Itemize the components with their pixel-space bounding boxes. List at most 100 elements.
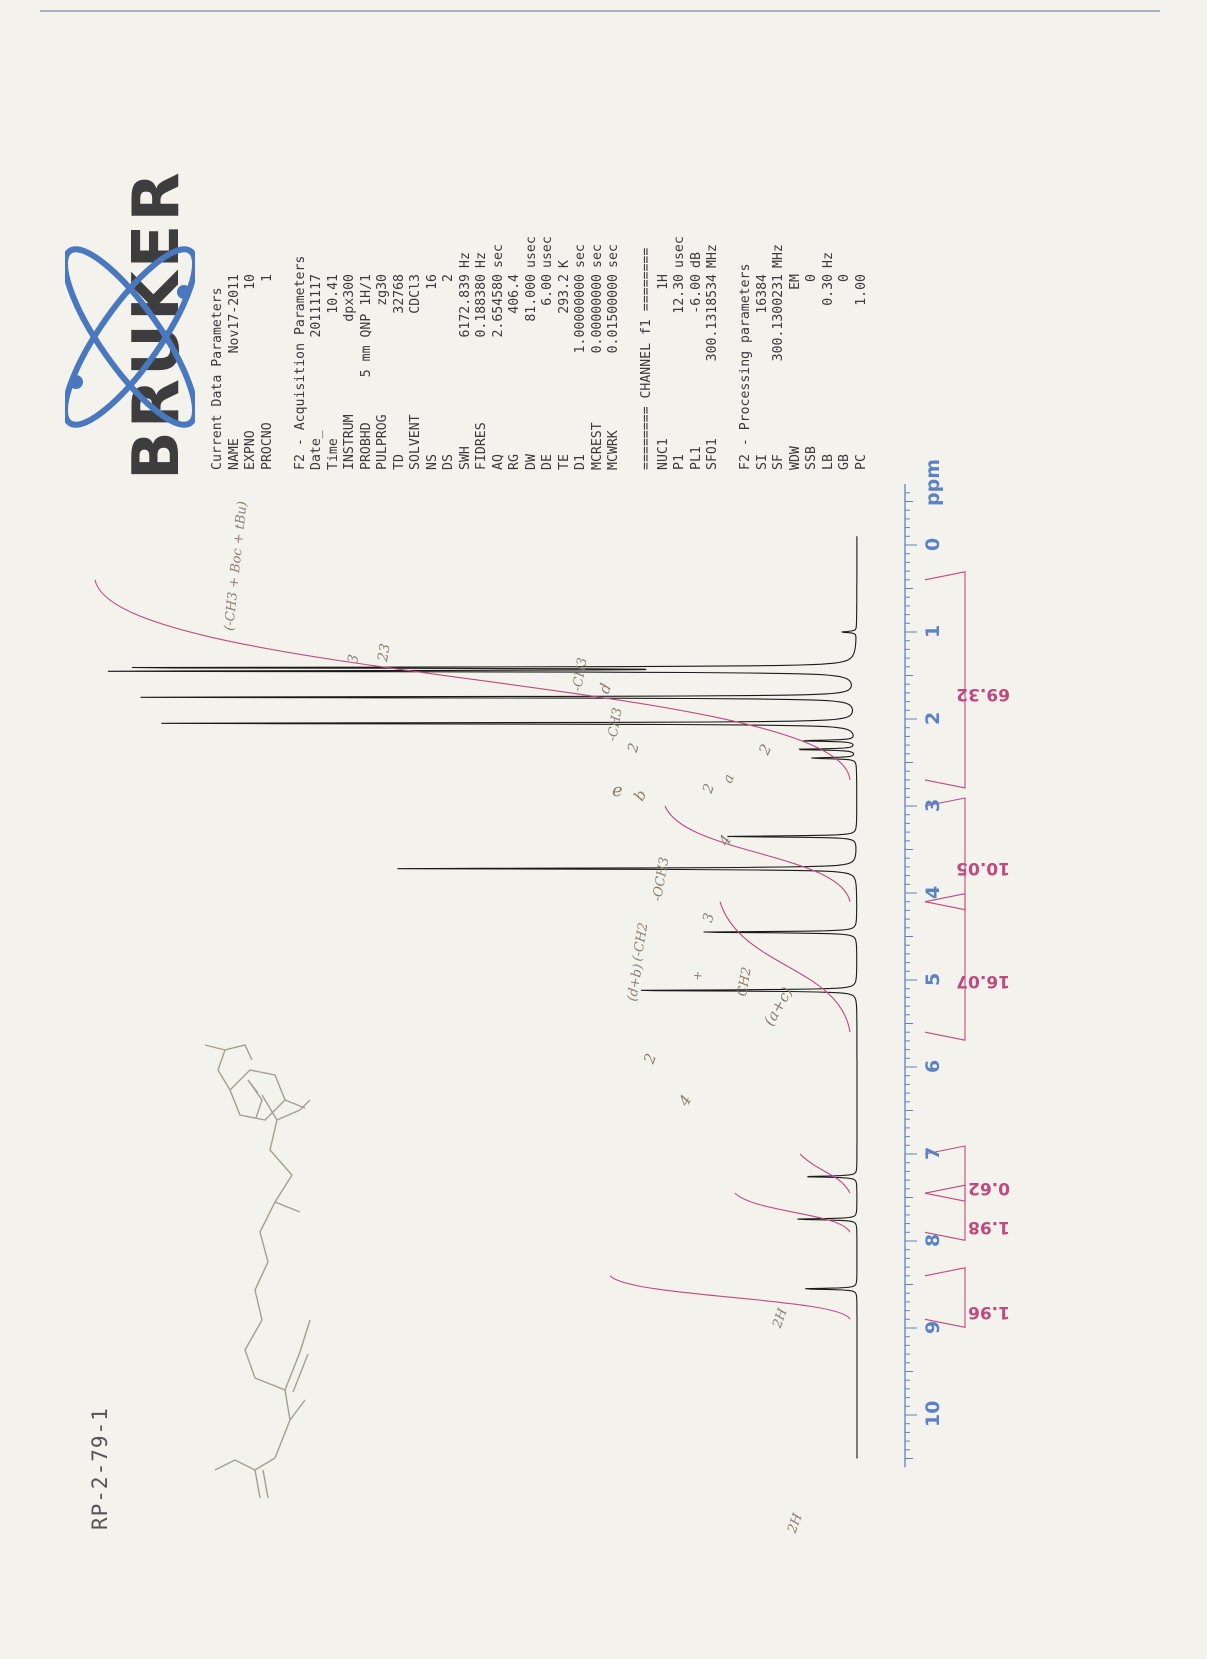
param-row: PULPROG zg30 xyxy=(375,224,392,470)
param-key: SI xyxy=(754,454,770,470)
param-value: zg30 xyxy=(375,274,390,306)
integral-bracket xyxy=(924,571,966,789)
handwritten-note: e xyxy=(612,780,623,801)
param-row: TD 32768 xyxy=(392,224,409,470)
integral-bracket xyxy=(924,1267,966,1328)
param-key: PROCNO xyxy=(259,422,275,470)
param-value: CDCl3 xyxy=(408,274,423,314)
param-value: 1H xyxy=(655,274,671,290)
ppm-tick-label: 10 xyxy=(922,1400,944,1427)
ppm-axis-title: ppm xyxy=(922,459,944,507)
param-unit xyxy=(260,224,277,274)
param-unit xyxy=(375,224,392,274)
integral-curve xyxy=(734,1192,851,1233)
handwritten-note: 23 xyxy=(375,642,394,663)
param-key: EXPNO xyxy=(243,430,258,470)
param-key: P1 xyxy=(672,454,687,470)
acquisition-params-title: F2 - Acquisition Parameters xyxy=(292,255,308,470)
param-row: FIDRES 0.188380 Hz xyxy=(474,224,491,470)
param-unit xyxy=(788,224,805,274)
param-row: AQ 2.654580 sec xyxy=(491,224,508,470)
param-key: SSB xyxy=(804,446,819,470)
param-key: NUC1 xyxy=(655,438,671,470)
param-unit xyxy=(656,224,673,274)
param-row: DS 2 xyxy=(441,224,458,470)
param-value: 0 xyxy=(837,274,852,282)
param-value: EM xyxy=(787,274,803,290)
param-row: PROCNO 1 xyxy=(260,224,277,470)
param-unit: MHz xyxy=(771,244,786,268)
param-row: DW 81.000 usec xyxy=(524,224,541,470)
param-row: SOLVENT CDCl3 xyxy=(408,224,425,470)
param-value: 6172.839 xyxy=(457,274,473,338)
param-key: PL1 xyxy=(688,446,704,470)
integral-value: 1.96 xyxy=(968,1301,1010,1322)
param-row: EXPNO 10 xyxy=(243,224,260,470)
param-key: SOLVENT xyxy=(408,414,423,470)
param-unit xyxy=(441,224,458,274)
param-unit: sec xyxy=(606,244,621,268)
param-key: Date_ xyxy=(309,430,324,470)
param-row: NS 16 xyxy=(425,224,442,470)
param-row: SSB 0 xyxy=(804,224,821,470)
param-value: 1 xyxy=(259,274,275,282)
param-key: DS xyxy=(441,454,456,470)
ppm-tick-label: 4 xyxy=(922,885,944,899)
param-value: 0.30 xyxy=(820,274,836,306)
param-value: 32768 xyxy=(391,274,407,314)
param-key: PROBHD xyxy=(358,422,374,470)
param-unit: Hz xyxy=(457,252,473,268)
param-row: INSTRUM dpx300 xyxy=(342,224,359,470)
param-row: SI 16384 xyxy=(755,224,772,470)
integral-curve xyxy=(94,579,851,780)
integral-value: 0.62 xyxy=(968,1177,1010,1198)
channel-params-title: ======== CHANNEL f1 ======== xyxy=(639,247,654,470)
param-key: PULPROG xyxy=(375,414,390,470)
integral-bracket xyxy=(924,1184,966,1241)
param-value: 2.654580 xyxy=(490,274,506,338)
param-value: 10 xyxy=(243,274,258,290)
param-unit xyxy=(755,224,772,274)
param-row: SF 300.1300231 MHz xyxy=(771,224,788,470)
param-unit: sec xyxy=(573,244,588,268)
sample-id-label: RP-2-79-1 xyxy=(88,1407,112,1530)
integral-curve xyxy=(609,1275,851,1320)
param-unit xyxy=(425,224,442,274)
top-rule xyxy=(40,10,1160,12)
param-value: 1.00000000 xyxy=(573,274,588,354)
param-row: NAME Nov17-2011 xyxy=(227,224,244,470)
param-unit: Hz xyxy=(474,252,489,268)
param-key: TD xyxy=(391,454,407,470)
param-key: D1 xyxy=(573,454,588,470)
param-unit xyxy=(309,224,326,274)
param-value: 0.00000000 xyxy=(589,274,605,354)
param-key: GB xyxy=(837,454,852,470)
param-row: GB 0 xyxy=(837,224,854,470)
param-value: 5 mm QNP 1H/1 xyxy=(358,274,374,378)
param-value: 12.30 xyxy=(672,274,687,314)
param-value: 10.41 xyxy=(325,274,341,314)
param-key: INSTRUM xyxy=(342,414,357,470)
chemical-structure-sketch xyxy=(204,1044,311,1499)
param-key: NAME xyxy=(226,438,242,470)
param-row: P1 12.30 usec xyxy=(672,224,689,470)
ppm-tick-label: 3 xyxy=(922,798,944,812)
param-unit xyxy=(227,224,244,274)
param-row: DE 6.00 usec xyxy=(540,224,557,470)
param-value: 293.2 xyxy=(556,274,572,314)
integral-bracket xyxy=(924,1145,966,1202)
param-value: -6.00 xyxy=(688,274,704,314)
param-unit xyxy=(837,224,854,274)
param-row: NUC1 1H xyxy=(656,224,673,470)
handwritten-note: + xyxy=(690,969,705,982)
ppm-tick-label: 6 xyxy=(922,1059,944,1073)
param-row: PROBHD 5 mm QNP 1H/1 xyxy=(359,224,376,470)
param-key: PC xyxy=(853,454,869,470)
param-row: PC 1.00 xyxy=(854,224,871,470)
param-row: RG 406.4 xyxy=(507,224,524,470)
param-value: 406.4 xyxy=(507,274,522,314)
acquisition-parameters-table: Current Data Parameters NAME Nov17-2011 EX… xyxy=(210,224,870,470)
param-unit xyxy=(359,224,376,274)
bruker-logo-icon xyxy=(65,246,195,428)
param-unit xyxy=(804,224,821,274)
